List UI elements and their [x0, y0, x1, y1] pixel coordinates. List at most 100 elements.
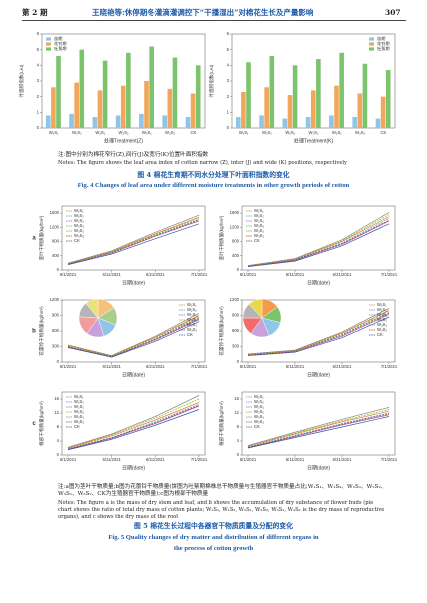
bar: [385, 70, 391, 128]
bar: [195, 65, 201, 128]
y-tick-label: 0: [237, 359, 240, 364]
bar: [139, 113, 144, 128]
legend-label: W₃S₁: [377, 322, 387, 327]
y-tick-label: 1200: [50, 224, 60, 229]
legend-label: W₂S₂: [254, 223, 264, 228]
y-tick-label: 4: [57, 438, 60, 443]
legend-label: W₃S₂: [377, 327, 387, 332]
y-tick-label: 16: [54, 396, 59, 401]
series-line: [247, 218, 390, 267]
y-tick-label: 12: [54, 410, 59, 415]
legend-label: W₁S₁: [254, 394, 264, 399]
x-axis-label: 日期(date): [122, 280, 145, 286]
y-axis-label: 茎叶干物质量(kg/hm²): [38, 215, 45, 260]
bar: [357, 93, 363, 128]
plot-frame: [241, 205, 396, 271]
bar: [269, 55, 275, 128]
legend-label: W₁S₁: [254, 208, 264, 213]
fig5-caption-cn: 图 5 棉花生长过程中各器官干物质质量及分配的变化: [134, 522, 293, 530]
y-tick-label: 300: [232, 344, 240, 349]
legend-label: W₃S₁: [187, 322, 197, 327]
legend-label: W₂S₁: [254, 404, 264, 409]
legend-label: W₃S₁: [254, 228, 264, 233]
x-tick-label: 6/11/2021: [286, 457, 305, 462]
y-tick-label: 1: [37, 109, 40, 114]
bar: [316, 59, 321, 128]
legend-label: CK: [377, 332, 383, 337]
y-tick-label: 12: [234, 410, 239, 415]
series-line: [247, 316, 390, 356]
x-axis-label: 处理Treatment(Z): [104, 137, 143, 144]
bar: [235, 117, 241, 128]
series-line: [67, 313, 200, 356]
bar: [305, 117, 311, 128]
x-tick-label: W₃S₁: [142, 130, 152, 135]
bar: [287, 95, 293, 128]
y-axis-label: 花蕾铃干物质量(kg/hm²): [218, 306, 225, 356]
bar: [144, 81, 149, 128]
legend-label: W₂S₂: [254, 409, 264, 414]
bar: [282, 118, 288, 128]
y-tick-label: 1: [227, 109, 230, 114]
y-tick-label: 0: [237, 267, 240, 272]
legend-label: W₂S₁: [74, 404, 84, 409]
y-tick-label: 3: [37, 78, 40, 83]
x-tick-label: W₂S₁: [95, 130, 105, 135]
x-tick-label: W₃S₁: [332, 130, 342, 135]
fig5-caption-en-2: the process of cotton growth: [173, 545, 254, 552]
y-tick-label: 4: [37, 62, 40, 67]
x-tick-label: 6/11/2021: [103, 272, 122, 277]
legend-label: W₃S₂: [254, 233, 264, 238]
bar: [56, 55, 61, 128]
y-tick-label: 400: [52, 253, 60, 258]
x-tick-label: 7/1/2021: [191, 364, 208, 369]
bar: [185, 117, 191, 128]
bar: [45, 115, 51, 128]
legend-label: W₃S₂: [74, 233, 84, 238]
page-number: 307: [385, 8, 401, 17]
legend-label: W₂S₂: [187, 317, 197, 322]
x-tick-label: 6/21/2021: [333, 457, 352, 462]
legend-label: W₃S₁: [74, 414, 84, 419]
x-tick-label: W₁S₁: [49, 130, 59, 135]
x-tick-label: CK: [190, 130, 196, 135]
x-tick-label: 6/11/2021: [286, 364, 305, 369]
y-tick-label: 1200: [230, 224, 240, 229]
x-tick-label: CK: [380, 130, 386, 135]
legend-label: W₁S₁: [377, 302, 387, 307]
x-axis-label: 日期(date): [307, 280, 330, 286]
bar: [69, 113, 74, 128]
issue: 第 2 期: [22, 8, 48, 17]
x-tick-label: W₁S₂: [262, 130, 272, 135]
panel-label: c: [32, 421, 36, 427]
y-axis-label: 茎叶干物质量(kg/hm²): [218, 215, 225, 260]
series-line: [67, 395, 200, 448]
y-tick-label: 0: [37, 125, 40, 130]
y-tick-label: 6: [37, 31, 40, 36]
y-tick-label: 2: [37, 94, 40, 99]
series-line: [247, 214, 390, 267]
panel-label: a: [32, 236, 36, 242]
legend-label: CK: [74, 238, 80, 243]
series-line: [67, 223, 200, 266]
legend-label: W₁S₂: [187, 307, 197, 312]
series-line: [247, 407, 390, 446]
y-tick-label: 800: [52, 239, 60, 244]
series-line: [247, 409, 390, 447]
x-tick-label: W₁S₂: [72, 130, 82, 135]
series-line: [67, 214, 200, 264]
legend-label: 苗期: [377, 36, 385, 42]
x-tick-label: 6/21/2021: [146, 457, 165, 462]
y-tick-label: 1600: [50, 210, 60, 215]
y-tick-label: 0: [57, 267, 60, 272]
bar: [339, 52, 344, 128]
panel-label: b: [32, 329, 36, 335]
y-tick-label: 5: [227, 47, 230, 52]
x-tick-label: 6/21/2021: [146, 272, 165, 277]
bar: [149, 46, 154, 128]
series-line: [67, 316, 200, 357]
legend-label: W₃S₂: [254, 419, 264, 424]
fig5-note-cn: 注:a图为茎叶干物质量;b图为花蕾铃干物质量(饼图为吐絮期棉株总干物质量与生殖器…: [58, 484, 387, 498]
legend-label: W₂S₁: [187, 312, 197, 317]
